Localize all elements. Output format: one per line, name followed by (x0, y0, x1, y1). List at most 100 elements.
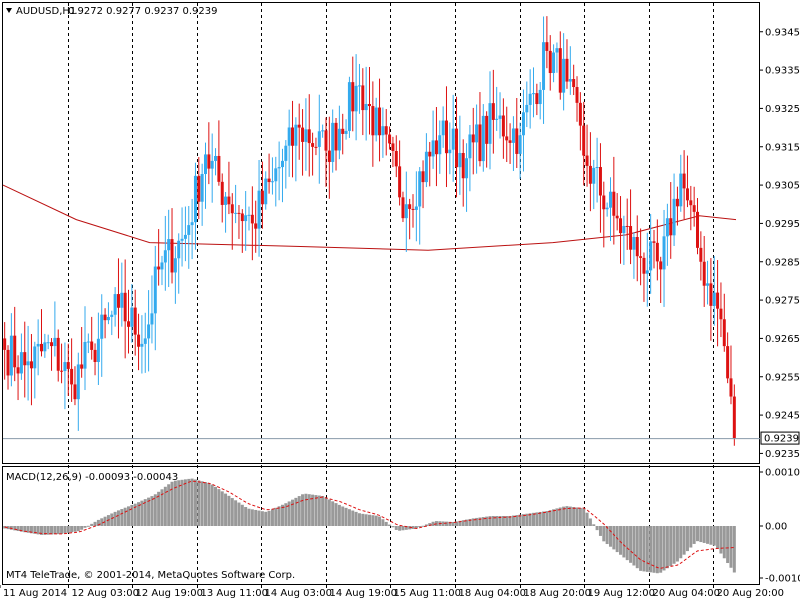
candle-body (421, 171, 425, 183)
macd-bar (558, 507, 562, 526)
macd-bar (344, 507, 348, 526)
candle-body (659, 261, 663, 270)
candle-body (485, 115, 489, 144)
macd-bar (615, 526, 619, 553)
macd-bar (224, 493, 228, 526)
macd-bar (672, 526, 676, 564)
macd-bar (675, 526, 679, 562)
macd-bar (525, 513, 529, 526)
macd-bar (153, 494, 157, 526)
candle-body (9, 335, 13, 376)
price-tick-label: 0.9265 (765, 334, 800, 345)
candle-body (147, 324, 151, 339)
macd-bar (70, 526, 74, 533)
candle-body (424, 151, 428, 183)
candle-body (582, 125, 586, 156)
macd-bar (659, 526, 663, 573)
macd-bar (649, 526, 653, 573)
macd-bar (90, 523, 94, 526)
macd-bar (193, 479, 197, 526)
macd-bar (207, 483, 211, 526)
candle-body (414, 206, 418, 210)
macd-bar (689, 526, 693, 548)
macd-bar (619, 526, 623, 555)
macd-bar (277, 506, 281, 526)
macd-bar (702, 526, 706, 543)
candle-body (655, 242, 659, 262)
candle-body (411, 208, 415, 210)
candle-body (605, 207, 609, 210)
candle-body (53, 337, 57, 347)
candle-body (80, 364, 84, 369)
candle-body (183, 234, 187, 239)
macd-bar (217, 489, 221, 526)
macd-bar (304, 493, 308, 526)
candle-body (699, 247, 703, 262)
macd-bar (699, 526, 703, 543)
candle-body (220, 181, 224, 205)
macd-bar (100, 518, 104, 526)
macd-bar (244, 507, 248, 526)
candle-body (180, 238, 184, 241)
candle-body (190, 222, 194, 226)
candle-body (29, 361, 33, 369)
macd-bar (424, 524, 428, 526)
candle-body (388, 134, 392, 144)
macd-bar (368, 514, 371, 526)
macd-bar (197, 480, 201, 526)
candle-body (260, 190, 264, 205)
macd-histogram (3, 478, 736, 574)
macd-bar (187, 478, 191, 526)
candle-body (622, 225, 626, 234)
macd-bar (374, 515, 378, 526)
macd-bar (180, 479, 184, 526)
candle-body (729, 378, 733, 397)
candle-body (70, 368, 74, 385)
time-tick-label: 14 Aug 19:00 (330, 588, 397, 599)
candle-body (732, 396, 736, 439)
candle-body (592, 167, 596, 184)
macd-bar (157, 491, 161, 526)
candle-body (505, 136, 509, 141)
candle-body (187, 225, 191, 235)
macd-bar (297, 496, 301, 526)
macd-bar (13, 526, 17, 531)
price-tick-label: 0.9295 (765, 219, 800, 230)
candle-body (649, 241, 653, 271)
macd-bar (16, 526, 20, 532)
macd-bar (414, 526, 418, 529)
time-tick-label: 19 Aug 12:00 (588, 588, 655, 599)
macd-signal-layer (4, 480, 735, 569)
macd-bar (23, 526, 27, 533)
chart-menu-triangle-icon[interactable] (6, 8, 12, 13)
candle-body (210, 160, 214, 169)
candle-body (538, 89, 542, 105)
price-tick-label: 0.9235 (765, 449, 800, 460)
candle-body (706, 283, 710, 286)
time-tick-label: 13 Aug 11:00 (201, 588, 268, 599)
candle-body (137, 334, 141, 347)
candle-body (364, 104, 368, 111)
candle-body (418, 171, 422, 207)
ohlc-label: 0.9272 0.9277 0.9237 0.9239 (68, 6, 218, 17)
candle-body (227, 196, 231, 205)
candle-body (153, 266, 157, 314)
macd-bar (250, 509, 254, 526)
macd-bar (371, 515, 375, 526)
candle-body (106, 316, 110, 321)
candle-body (518, 135, 522, 154)
macd-bar (588, 518, 592, 526)
candle-body (408, 204, 412, 209)
macd-bar (53, 526, 57, 535)
candle-body (595, 167, 599, 169)
macd-bar (692, 526, 696, 544)
macd-bar (354, 511, 358, 526)
macd-bar (732, 526, 736, 573)
candle-body (19, 352, 23, 374)
candle-body (314, 146, 318, 148)
candle-body (357, 85, 361, 87)
macd-bar (508, 515, 512, 526)
time-tick-label: 20 Aug 04:00 (653, 588, 720, 599)
candle-body (495, 118, 499, 120)
